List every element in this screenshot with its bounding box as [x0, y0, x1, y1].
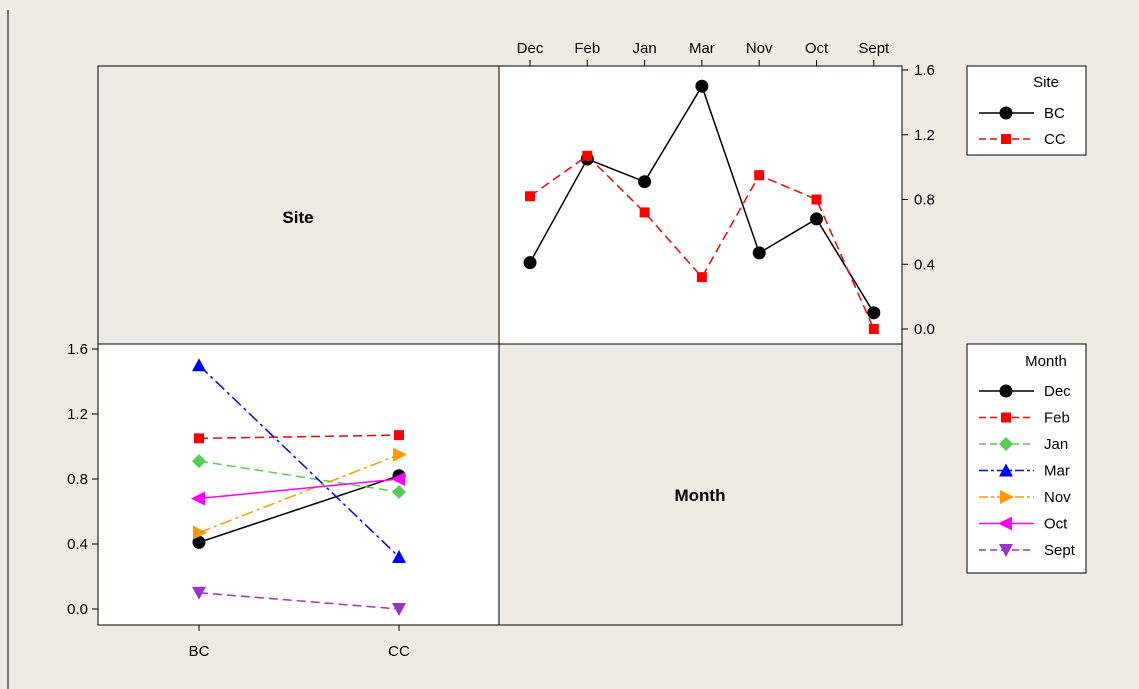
data-point-bc	[523, 256, 537, 270]
legend-site: Site BC CC	[966, 65, 1087, 156]
data-point-jan	[192, 454, 206, 469]
x-tick-label: BC	[189, 643, 210, 660]
panel-site-vs-month	[498, 65, 903, 345]
series-line-jan	[198, 460, 400, 493]
data-point-mar	[192, 358, 206, 372]
diagonal-panel-site	[97, 65, 500, 345]
data-point-mar	[392, 550, 406, 563]
series-month-vs-site	[191, 358, 407, 616]
panel-month-vs-site	[97, 343, 500, 626]
data-point-feb	[194, 433, 204, 444]
legend-label-feb: Feb	[1044, 410, 1070, 427]
y-tick-label: 1.2	[67, 406, 88, 423]
legend-marker-mar	[999, 463, 1013, 477]
series-line-feb	[198, 434, 400, 440]
data-point-bc	[695, 79, 709, 93]
legend-marker-sept	[999, 544, 1013, 557]
axes-site-vs-month: 0.0 0.4 0.8 1.2 1.6 Dec Feb Jan Mar Nov Oct Sept	[517, 40, 935, 338]
legend-month: Month Dec Feb Jan Mar Nov Oct Sept	[966, 343, 1087, 574]
legend-label-mar: Mar	[1044, 463, 1070, 480]
y-tick-label: 0.4	[67, 536, 88, 553]
data-point-cc	[696, 272, 707, 283]
diagonal-label-month: Month	[675, 486, 726, 505]
y-tick-label: 0.0	[914, 321, 935, 338]
diagonal-panel-month	[498, 343, 903, 626]
y-tick-label: 1.2	[914, 127, 935, 144]
data-point-sept	[392, 603, 406, 616]
legend-marker-bc	[999, 106, 1013, 120]
y-tick-label: 0.4	[914, 256, 935, 273]
data-point-feb	[394, 430, 404, 441]
series-line-sept	[198, 592, 400, 610]
y-tick-label: 0.0	[67, 601, 88, 618]
data-point-cc	[582, 150, 593, 161]
data-point-dec	[192, 535, 206, 549]
legend-marker-oct	[998, 516, 1012, 531]
legend-label-dec: Dec	[1044, 383, 1071, 400]
data-point-cc	[868, 324, 879, 334]
legend-month-title: Month	[1025, 353, 1067, 370]
axes-month-vs-site: 0.0 0.4 0.8 1.2 1.6 BC CC	[67, 341, 410, 660]
x-tick-label: Nov	[746, 40, 773, 57]
data-point-jan	[392, 485, 406, 499]
x-tick-label: Dec	[517, 40, 544, 57]
legend-label-sept: Sept	[1044, 542, 1076, 559]
data-point-bc	[752, 246, 766, 260]
legend-marker-nov	[1000, 490, 1014, 504]
legend-marker-dec	[999, 384, 1013, 398]
x-tick-label: CC	[388, 643, 410, 660]
x-tick-label: Feb	[574, 40, 600, 57]
series-line-oct	[198, 478, 400, 500]
legend-label-bc: BC	[1044, 105, 1065, 122]
diagonal-label-site: Site	[282, 208, 313, 227]
data-point-bc	[867, 306, 881, 320]
y-tick-label: 1.6	[914, 62, 935, 79]
legend-site-title: Site	[1033, 74, 1059, 91]
legend-label-cc: CC	[1044, 131, 1066, 148]
legend-marker-cc	[1001, 134, 1011, 144]
y-tick-label: 0.8	[914, 192, 935, 209]
legend-label-nov: Nov	[1044, 489, 1071, 506]
legend-label-oct: Oct	[1044, 516, 1068, 533]
series-line-nov	[198, 453, 400, 534]
legend-marker-jan	[999, 437, 1013, 451]
data-point-cc	[754, 170, 765, 181]
y-tick-label: 1.6	[67, 341, 88, 358]
series-line-mar	[198, 364, 400, 558]
data-point-bc	[810, 212, 823, 226]
x-tick-label: Oct	[805, 40, 829, 57]
data-point-sept	[192, 586, 206, 600]
x-tick-label: Mar	[689, 40, 715, 57]
data-point-cc	[525, 191, 535, 202]
legend-label-jan: Jan	[1044, 436, 1068, 453]
data-point-oct	[391, 472, 405, 486]
data-point-oct	[191, 491, 205, 506]
y-tick-label: 0.8	[67, 471, 88, 488]
data-point-cc	[811, 194, 822, 205]
series-site-vs-month	[523, 79, 881, 334]
x-tick-label: Sept	[858, 40, 890, 57]
legend-marker-feb	[1001, 412, 1011, 423]
data-point-cc	[639, 207, 650, 218]
data-point-nov	[193, 525, 207, 540]
x-tick-label: Jan	[633, 40, 657, 57]
data-point-nov	[393, 447, 407, 462]
data-point-bc	[638, 175, 652, 189]
